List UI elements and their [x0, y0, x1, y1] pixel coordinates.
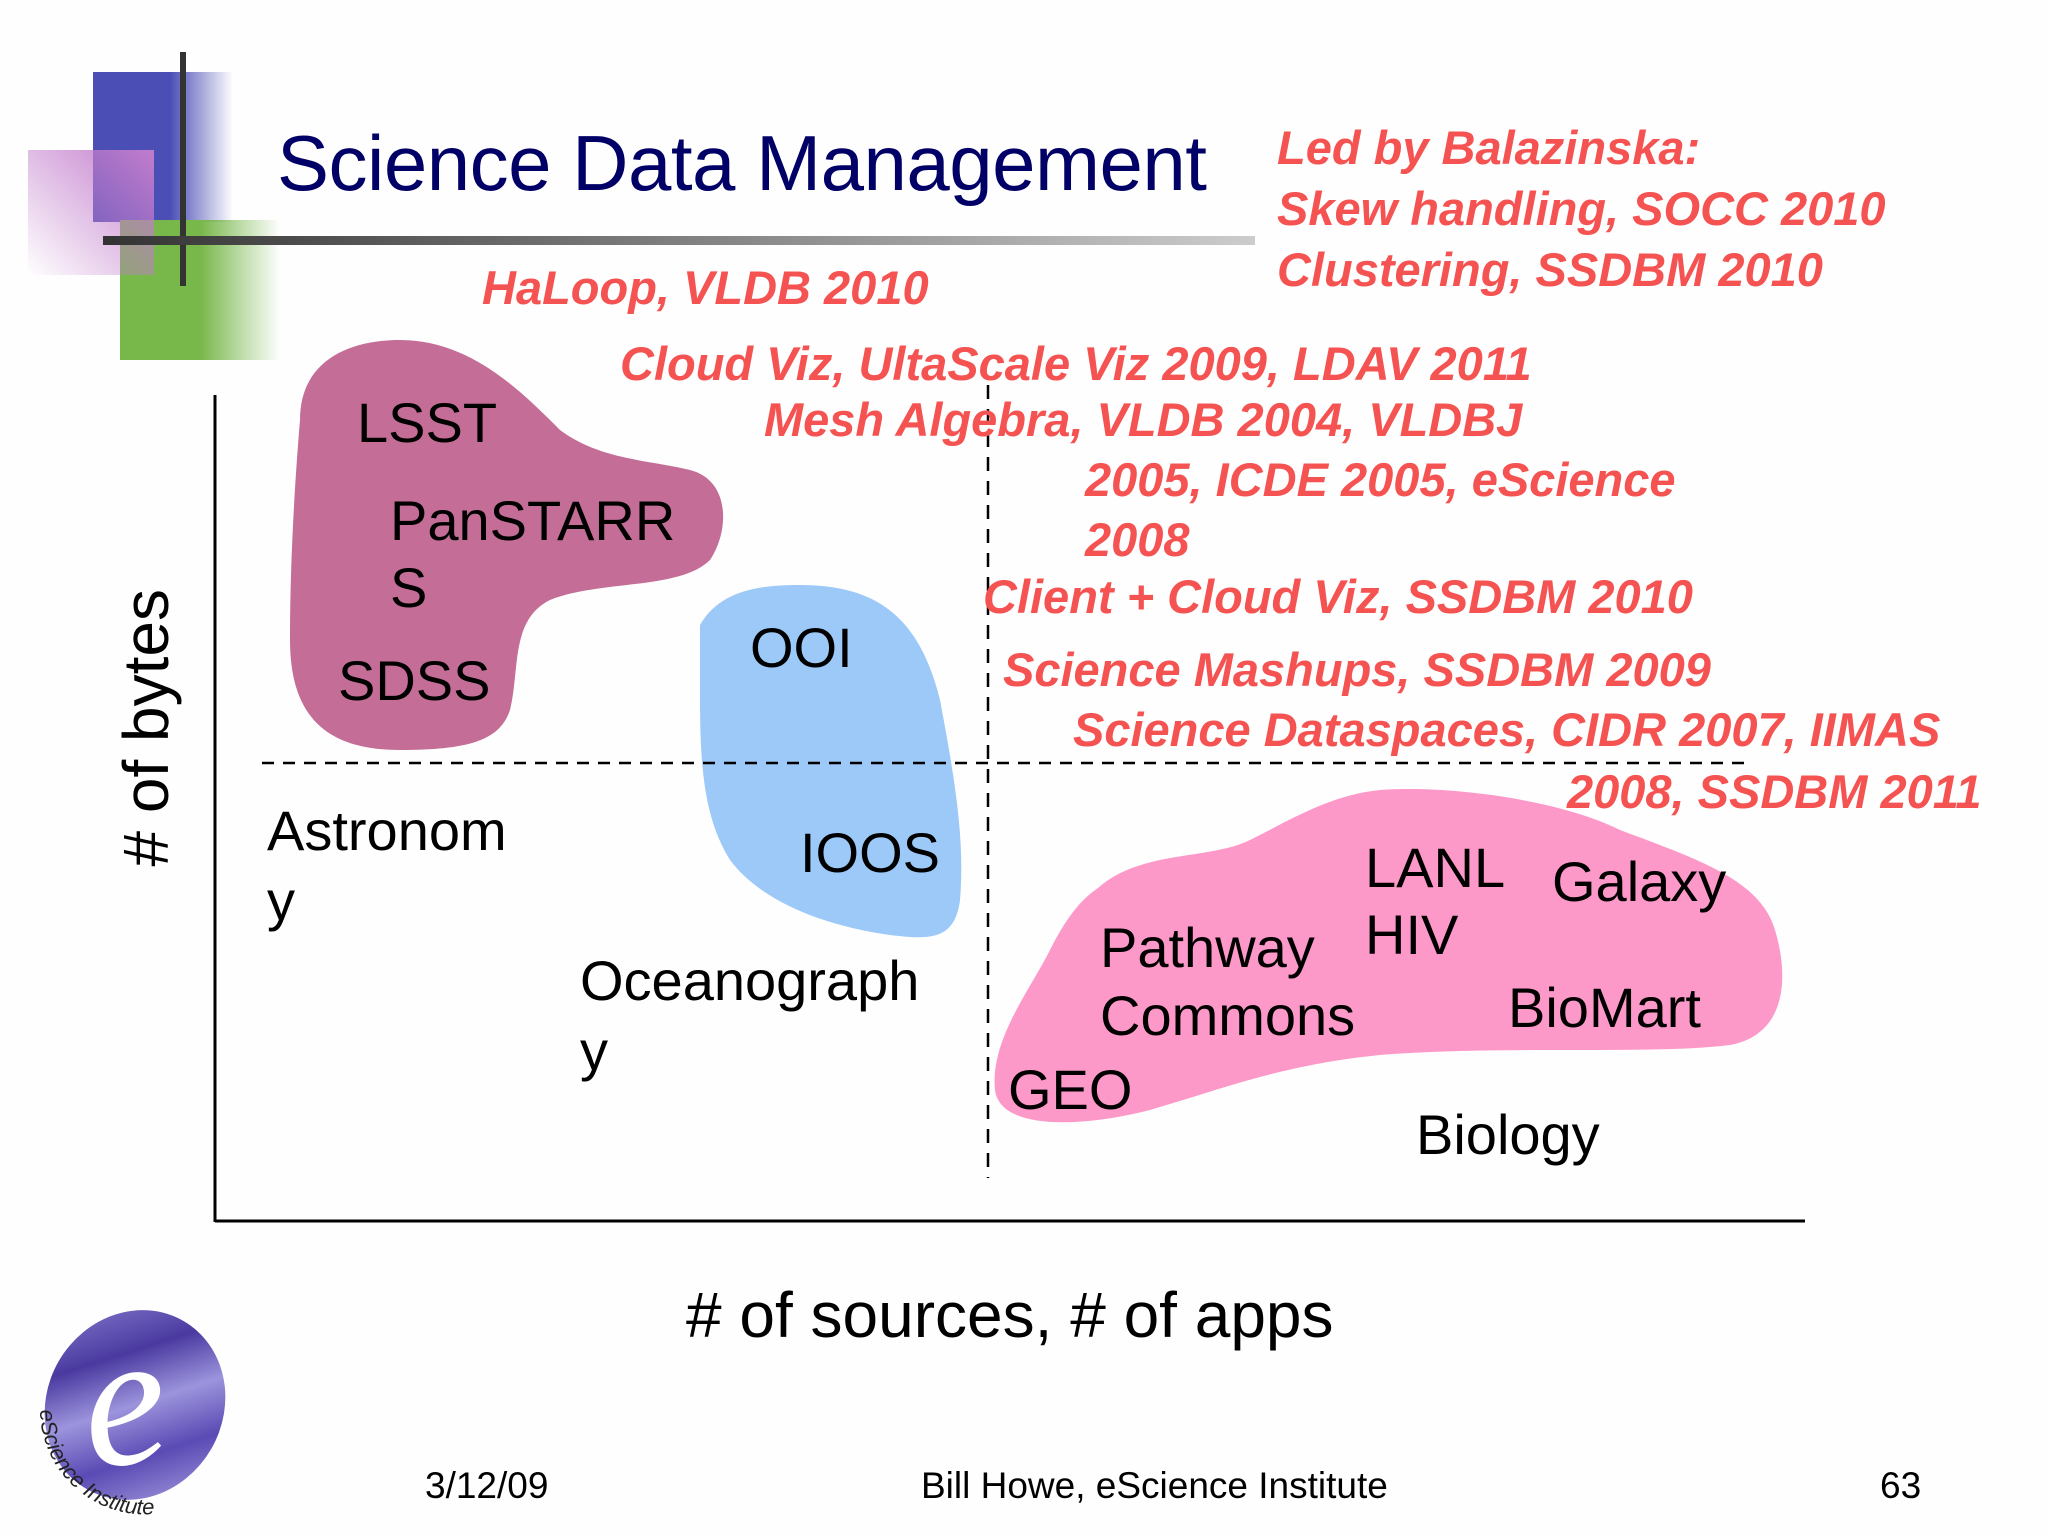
item-galaxy: Galaxy	[1552, 850, 1727, 913]
annotation-mesh-algebra-3: 2008	[1085, 513, 1190, 566]
header-squares-icon	[28, 52, 1255, 360]
item-biomart: BioMart	[1508, 976, 1701, 1039]
item-ioos: IOOS	[800, 821, 941, 884]
item-pathway: Pathway	[1100, 916, 1315, 979]
item-commons: Commons	[1100, 984, 1356, 1047]
oceanography-blob	[700, 585, 962, 938]
annotation-mesh-algebra-2: 2005, ICDE 2005, eScience	[1085, 453, 1676, 506]
group-label-oceanography-2: y	[580, 1019, 608, 1082]
annotation-mesh-algebra-1: Mesh Algebra, VLDB 2004, VLDBJ	[764, 393, 1523, 446]
annotation-balazinska-2: Skew handling, SOCC 2010	[1277, 182, 1886, 235]
item-lsst: LSST	[357, 391, 498, 454]
escience-logo-icon: e eScience Institute	[35, 1291, 226, 1520]
annotation-science-mashups: Science Mashups, SSDBM 2009	[1003, 643, 1711, 696]
item-panstarrs-1: PanSTARR	[390, 489, 676, 552]
item-ooi: OOI	[750, 616, 853, 679]
annotation-cloud-viz: Cloud Viz, UltaScale Viz 2009, LDAV 2011	[620, 337, 1532, 390]
biology-blob	[994, 789, 1783, 1123]
group-label-astronomy-2: y	[267, 869, 295, 932]
annotation-science-dataspaces-2: 2008, SSDBM 2011	[1567, 765, 1982, 818]
item-hiv: HIV	[1365, 903, 1459, 966]
x-axis-label: # of sources, # of apps	[686, 1279, 1334, 1351]
astronomy-blob	[290, 340, 724, 750]
footer-date: 3/12/09	[425, 1465, 549, 1506]
y-axis-label: # of bytes	[110, 589, 183, 867]
annotation-balazinska-3: Clustering, SSDBM 2010	[1277, 243, 1823, 296]
group-label-biology: Biology	[1416, 1103, 1600, 1166]
item-geo: GEO	[1008, 1058, 1133, 1121]
group-label-oceanography-1: Oceanograph	[580, 949, 920, 1012]
annotation-haloop: HaLoop, VLDB 2010	[482, 261, 929, 314]
footer-page-number: 63	[1880, 1465, 1922, 1506]
footer-author: Bill Howe, eScience Institute	[921, 1465, 1388, 1506]
item-panstarrs-2: S	[390, 556, 428, 619]
group-label-astronomy-1: Astronom	[267, 799, 507, 862]
item-lanl: LANL	[1365, 836, 1506, 899]
item-sdss: SDSS	[338, 649, 491, 712]
annotation-client-cloud-viz: Client + Cloud Viz, SSDBM 2010	[983, 570, 1693, 623]
page-title: Science Data Management	[277, 119, 1207, 207]
annotation-science-dataspaces-1: Science Dataspaces, CIDR 2007, IIMAS	[1073, 703, 1941, 756]
annotation-balazinska-1: Led by Balazinska:	[1277, 121, 1701, 174]
